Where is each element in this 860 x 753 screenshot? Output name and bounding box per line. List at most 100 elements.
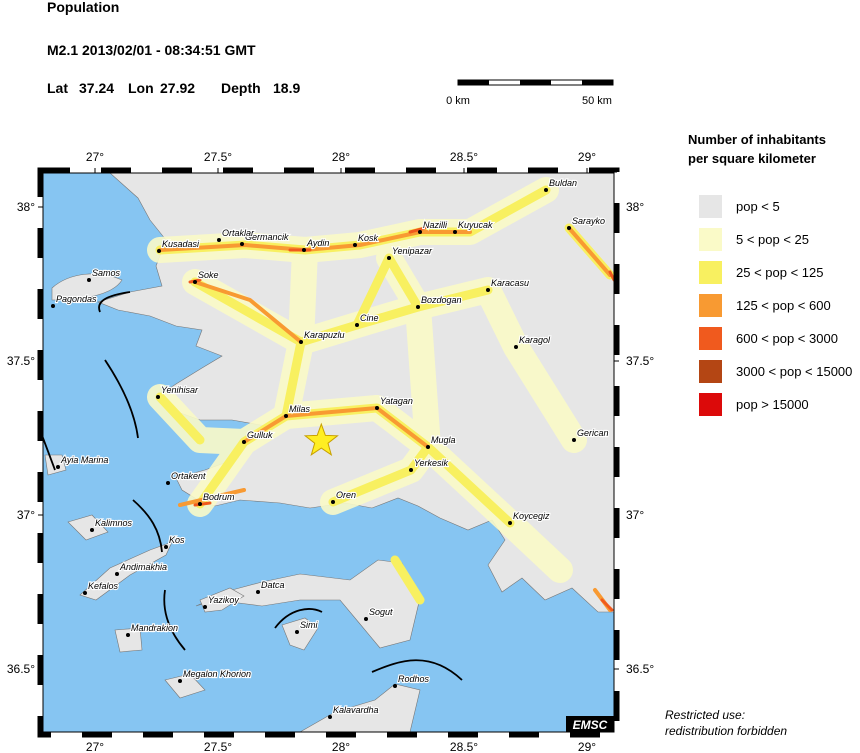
lat-value: 37.24	[79, 80, 114, 96]
town-dot	[87, 278, 91, 282]
legend-swatch	[699, 228, 722, 251]
lon-tick-label: 27.5°	[204, 150, 232, 164]
lat-tick-label: 38°	[17, 200, 35, 214]
depth-value: 18.9	[273, 80, 300, 96]
town-label: Yerkesik	[414, 458, 449, 468]
town-label: Germancik	[245, 232, 289, 242]
legend-title: per square kilometer	[688, 151, 816, 166]
town-label: Ortakent	[171, 471, 206, 481]
town-dot	[453, 230, 457, 234]
legend-swatch	[699, 195, 722, 218]
town-dot	[486, 288, 490, 292]
event: M2.1 2013/02/01 - 08:34:51 GMT	[47, 42, 256, 58]
lon-tick-label: 28.5°	[450, 740, 478, 753]
town-label: Buldan	[549, 178, 577, 188]
legend-label: 600 < pop < 3000	[736, 331, 838, 346]
scale-start: 0 km	[446, 95, 470, 107]
town-dot	[164, 545, 168, 549]
town-label: Milas	[289, 404, 311, 414]
town-dot	[83, 591, 87, 595]
town-dot	[364, 617, 368, 621]
legend-label: pop > 15000	[736, 397, 809, 412]
town-label: Sogut	[369, 607, 393, 617]
town-dot	[240, 242, 244, 246]
footer: redistribution forbidden	[665, 724, 787, 738]
scale-bar: 0 km 50 km	[446, 79, 614, 107]
legend-swatch	[699, 261, 722, 284]
town-dot	[355, 323, 359, 327]
legend-label: pop < 5	[736, 199, 780, 214]
lat-tick-label: 37°	[17, 508, 35, 522]
legend-label: 25 < pop < 125	[736, 265, 823, 280]
town-dot	[409, 468, 413, 472]
town-label: Pagondas	[56, 294, 97, 304]
lat-tick-label: 36.5°	[7, 662, 35, 676]
town-label: Rodhos	[398, 674, 430, 684]
town-label: Ortaklar	[222, 228, 255, 238]
lat-tick-label: 37.5°	[626, 354, 654, 368]
legend-swatch	[699, 294, 722, 317]
lon-tick-label: 28°	[332, 150, 350, 164]
town-label: Mugla	[431, 435, 456, 445]
town-dot	[508, 521, 512, 525]
town-dot	[387, 256, 391, 260]
town-label: Megalon Khorion	[183, 669, 251, 679]
town-dot	[115, 572, 119, 576]
lon-tick-label: 29°	[578, 150, 596, 164]
footer: Restricted use:	[665, 708, 745, 722]
town-label: Yenihisar	[161, 385, 199, 395]
town-dot	[157, 249, 161, 253]
lat-tick-label: 38°	[626, 200, 644, 214]
lat-tick-label: 37°	[626, 508, 644, 522]
legend-label: 5 < pop < 25	[736, 232, 809, 247]
town-dot	[299, 340, 303, 344]
legend-swatch	[699, 327, 722, 350]
town-dot	[418, 230, 422, 234]
lon-tick-label: 28°	[332, 740, 350, 753]
town-dot	[166, 481, 170, 485]
town-label: Yazikoy	[208, 595, 239, 605]
town-label: Yatagan	[380, 396, 413, 406]
town-label: Kefalos	[88, 581, 119, 591]
town-label: Soke	[198, 270, 219, 280]
lat-label: Lat	[47, 80, 68, 96]
map-frame	[37, 167, 620, 738]
epicenter	[303, 422, 339, 456]
town-dot	[51, 304, 55, 308]
town-dot	[426, 445, 430, 449]
town-label: Cine	[360, 313, 379, 323]
lon-value: 27.92	[160, 80, 195, 96]
town-label: Datca	[261, 580, 285, 590]
lon-tick-label: 29°	[578, 740, 596, 753]
town-label: Aydin	[306, 238, 329, 248]
town-label: Koycegiz	[513, 511, 550, 521]
town-dot	[544, 188, 548, 192]
town-dot	[572, 438, 576, 442]
town-label: Karacasu	[491, 278, 529, 288]
town-label: Kuyucak	[458, 220, 493, 230]
town-dot	[514, 345, 518, 349]
credit: EMSC	[573, 718, 608, 732]
town-dot	[126, 633, 130, 637]
town-label: Bodrum	[203, 492, 235, 502]
town-dot	[203, 605, 207, 609]
town-dot	[328, 715, 332, 719]
legend-label: 3000 < pop < 15000	[736, 364, 852, 379]
lon-tick-label: 28.5°	[450, 150, 478, 164]
town-label: Kalimnos	[95, 518, 133, 528]
town-dot	[284, 414, 288, 418]
town-dot	[416, 305, 420, 309]
town-label: Karagol	[519, 335, 551, 345]
town-label: Gulluk	[247, 430, 273, 440]
legend-swatch	[699, 360, 722, 383]
town-label: Simi	[300, 620, 318, 630]
scale-end: 50 km	[582, 95, 612, 107]
title: Population	[47, 0, 119, 15]
lon-tick-label: 27°	[86, 150, 104, 164]
town-label: Mandrakion	[131, 623, 178, 633]
town-dot	[256, 590, 260, 594]
town-label: Kalavardha	[333, 705, 379, 715]
town-label: Nazilli	[423, 220, 448, 230]
town-label: Kusadasi	[162, 239, 200, 249]
town-label: Yenipazar	[392, 246, 433, 256]
